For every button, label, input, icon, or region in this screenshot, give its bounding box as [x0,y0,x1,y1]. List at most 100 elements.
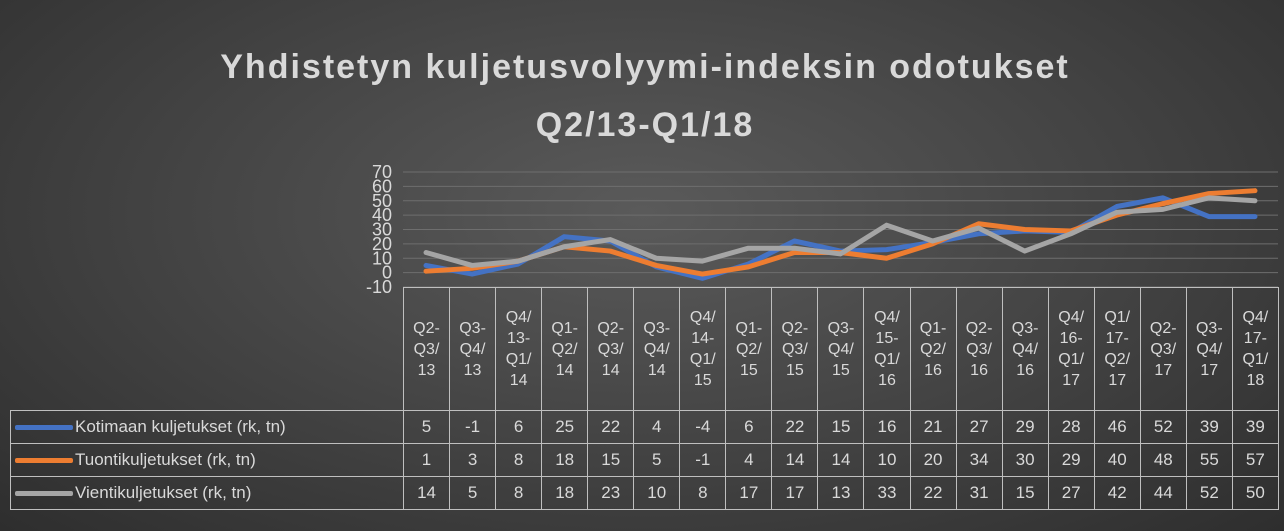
category-label: Q2-Q3/17 [1149,319,1177,379]
value-cell: 20 [909,443,957,477]
title-line: Q2/13-Q1/18 [536,106,755,144]
category-cell: Q2-Q3/15 [771,287,819,411]
value-cell: 33 [863,476,911,510]
category-label: Q3-Q4/14 [643,319,671,379]
value-cell: -1 [679,443,727,477]
category-cell: Q1-Q2/16 [909,287,957,411]
legend-key [15,425,73,431]
value-cell: 27 [1047,476,1095,510]
value-cell: 8 [495,443,543,477]
category-cell: Q3-Q4/15 [817,287,865,411]
category-label: Q2-Q3/15 [781,319,809,379]
series-line [423,195,1258,268]
category-cell: Q4/16-Q1/17 [1047,287,1095,411]
value-cell: 5 [402,410,451,444]
value-cell: 17 [725,476,773,510]
category-label: Q4/16-Q1/17 [1058,309,1085,389]
value-cell: 8 [495,476,543,510]
value-cell: 21 [909,410,957,444]
value-cell: -4 [679,410,727,444]
category-label: Q1-Q2/15 [735,319,763,379]
header-row: Q2-Q3/13 Q3-Q4/13 Q4/13-Q1/14 Q1-Q2/14 Q2-Q3… [10,287,1279,411]
value-cell: 16 [863,410,911,444]
value-cell: 14 [817,443,865,477]
value-cell: 15 [587,443,635,477]
series-row: Kotimaan kuljetukset (rk, tn) 5 -1 6 25 22 4 -4… [10,410,1279,444]
value-cell: 6 [725,410,773,444]
value-cell: 22 [771,410,819,444]
value-cell: 25 [541,410,589,444]
category-cell: Q3-Q4/17 [1185,287,1233,411]
legend-label: Tuontikuljetukset (rk, tn) [75,450,256,469]
value-cell: 50 [1231,476,1279,510]
series-label-cell: Kotimaan kuljetukset (rk, tn) [10,410,404,444]
value-cell: 22 [587,410,635,444]
y-tick-label: 50 [372,191,392,211]
y-tick-label: 70 [372,162,392,182]
category-label: Q4/17-Q1/18 [1242,309,1269,389]
category-label: Q1-Q2/16 [919,319,947,379]
category-cell: Q2-Q3/17 [1139,287,1187,411]
value-cell: 5 [449,476,497,510]
value-cell: 1 [402,443,451,477]
data-table: Q2-Q3/13 Q3-Q4/13 Q4/13-Q1/14 Q1-Q2/14 Q2-Q3… [10,287,1279,510]
value-cell: 10 [863,443,911,477]
y-tick-label: 30 [372,220,392,240]
category-cell: Q4/15-Q1/16 [863,287,911,411]
category-cell: Q2-Q3/13 [402,287,451,411]
category-cell: Q2-Q3/16 [955,287,1003,411]
value-cell: 8 [679,476,727,510]
value-cell: 29 [1047,443,1095,477]
category-cell: Q3-Q4/16 [1001,287,1049,411]
series-row: Vientikuljetukset (rk, tn) 14 5 8 18 23 10 8 17 1… [10,476,1279,510]
value-cell: 42 [1093,476,1141,510]
value-cell: 15 [1001,476,1049,510]
value-cell: 18 [541,476,589,510]
category-label: Q1-Q2/14 [551,319,578,379]
value-cell: 31 [955,476,1003,510]
legend-label: Kotimaan kuljetukset (rk, tn) [75,417,286,436]
category-cell: Q4/14-Q1/15 [679,287,727,411]
value-cell: 52 [1185,476,1233,510]
category-label: Q4/14-Q1/15 [689,309,716,389]
category-cell: Q3-Q4/13 [449,287,497,411]
category-label: Q2-Q3/14 [597,319,625,379]
category-cell: Q3-Q4/14 [633,287,681,411]
y-tick-label: 20 [372,234,392,254]
blank-cell [10,287,404,411]
category-label: Q1/17-Q2/17 [1104,309,1131,389]
value-cell: 4 [725,443,773,477]
category-label: Q3-Q4/16 [1011,319,1039,379]
value-cell: 48 [1139,443,1187,477]
value-cell: 10 [633,476,681,510]
category-cell: Q4/17-Q1/18 [1231,287,1279,411]
value-cell: 39 [1231,410,1279,444]
series-label-cell: Tuontikuljetukset (rk, tn) [10,443,404,477]
title-line: Yhdistetyn kuljetusvolyymi-indeksin odot… [220,48,1070,86]
value-cell: 23 [587,476,635,510]
value-cell: 13 [817,476,865,510]
value-cell: 15 [817,410,865,444]
category-label: Q2-Q3/16 [965,319,993,379]
chart-title: Yhdistetyn kuljetusvolyymi-indeksin odot… [220,48,1070,144]
value-cell: 55 [1185,443,1233,477]
value-cell: 29 [1001,410,1049,444]
y-tick-label: 10 [372,248,392,268]
series-label-cell: Vientikuljetukset (rk, tn) [10,476,404,510]
category-label: Q3-Q4/13 [459,319,486,379]
series-row: Tuontikuljetukset (rk, tn) 1 3 8 18 15 5 -1 4 14 1… [10,443,1279,477]
value-cell: 6 [495,410,543,444]
value-cell: 46 [1093,410,1141,444]
value-cell: 14 [402,476,451,510]
legend-key [15,458,73,464]
category-cell: Q2-Q3/14 [587,287,635,411]
value-cell: 30 [1001,443,1049,477]
y-tick-label: 0 [382,263,392,283]
value-cell: 3 [449,443,497,477]
value-cell: 57 [1231,443,1279,477]
value-cell: 17 [771,476,819,510]
category-cell: Q1-Q2/15 [725,287,773,411]
category-label: Q2-Q3/13 [413,319,440,379]
